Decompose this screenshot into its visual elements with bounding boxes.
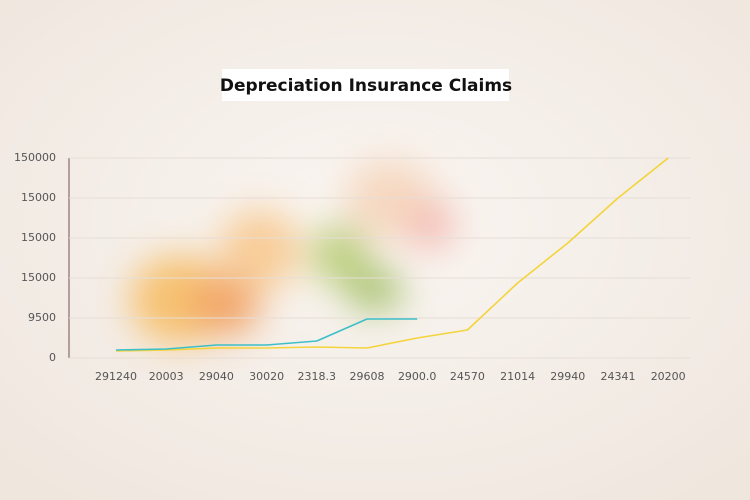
blurred-backdrop [130,160,455,345]
line-series [115,318,418,351]
x-tick-label: 29608 [350,370,385,383]
x-tick-label: 20200 [651,370,686,383]
x-tick-label: 24341 [601,370,636,383]
x-tick-label: 21014 [500,370,535,383]
y-tick-label: 15000 [21,231,56,244]
x-tick-label: 2900.0 [398,370,437,383]
title-box [222,69,509,101]
x-tick-label: 2318.3 [298,370,337,383]
x-tick-label: 29940 [550,370,585,383]
chart-title: Depreciation Insurance Claims [220,76,512,96]
line-series [115,157,669,352]
x-tick-label: 29040 [199,370,234,383]
x-tick-label: 291240 [95,370,137,383]
x-tick-label: 24570 [450,370,485,383]
x-tick-label: 20003 [149,370,184,383]
y-tick-label: 150000 [14,151,56,164]
x-tick-label: 30020 [249,370,284,383]
y-tick-label: 15000 [21,271,56,284]
y-tick-label: 15000 [21,191,56,204]
y-tick-label: 9500 [28,311,56,324]
y-tick-label: 0 [49,351,56,364]
